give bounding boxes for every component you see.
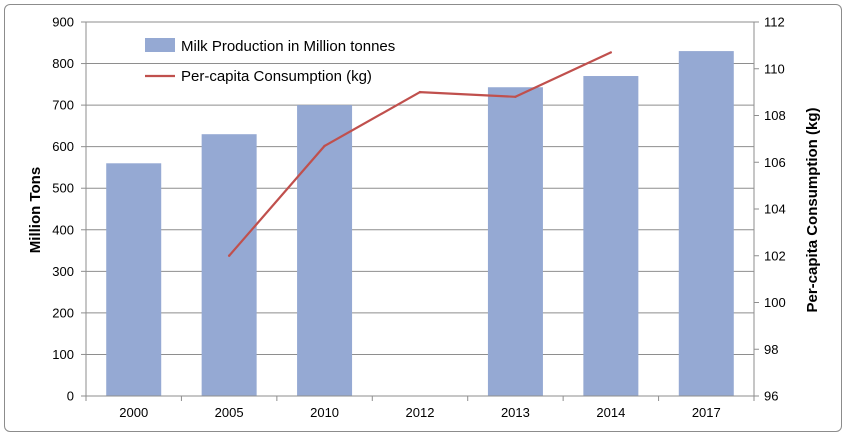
legend-label-production: Milk Production in Million tonnes [181, 38, 395, 55]
y-tick-label-right: 112 [764, 15, 785, 30]
x-tick-label: 2014 [596, 405, 625, 420]
y-tick-label-left: 200 [52, 305, 74, 320]
legend-label-consumption: Per-capita Consumption (kg) [181, 68, 372, 85]
consumption-point-2013 [514, 95, 517, 99]
y-tick-label-left: 500 [52, 181, 74, 196]
consumption-point-2005 [227, 254, 231, 257]
x-tick-label: 2012 [406, 405, 435, 420]
gridlines [86, 21, 754, 355]
consumption-point-2010 [323, 144, 326, 148]
consumption-line-layer [227, 51, 613, 257]
y-tick-label-right: 106 [764, 155, 786, 170]
y-tick-label-left: 300 [52, 264, 74, 279]
tick-labels: 0 100 200 300 400 500 600 700 800 900 96 98 100 102 10… [52, 15, 785, 421]
y-tick-label-left: 100 [52, 347, 74, 362]
y-tick-label-left: 400 [52, 222, 74, 237]
legend-swatch-production [145, 38, 175, 52]
y-tick-label-left: 900 [52, 15, 74, 30]
y-tick-label-left: 800 [52, 56, 74, 71]
axes [81, 21, 759, 401]
x-tick-label: 2013 [501, 405, 530, 420]
x-tick-label: 2000 [119, 405, 148, 420]
y-axis-title-left: Million Tons [27, 167, 44, 253]
bar-2000 [106, 163, 162, 396]
y-tick-label-left: 700 [52, 98, 74, 113]
y-tick-label-left: 600 [52, 139, 74, 154]
y-tick-label-right: 96 [764, 389, 778, 404]
bar-2013 [487, 87, 543, 397]
consumption-point-2012 [418, 90, 422, 94]
y-tick-label-right: 110 [764, 61, 785, 76]
legend: Milk Production in Million tonnes Per-ca… [145, 38, 395, 85]
y-tick-label-right: 98 [764, 342, 778, 357]
bar-2010 [297, 105, 353, 396]
y-tick-label-right: 100 [764, 295, 786, 310]
bar-2005 [201, 134, 257, 396]
y-tick-label-right: 102 [764, 248, 786, 263]
x-tick-label: 2005 [215, 405, 244, 420]
y-axis-title-right: Per-capita Consumption (kg) [804, 107, 821, 312]
x-tick-label: 2017 [692, 405, 721, 420]
y-tick-label-right: 104 [764, 202, 786, 217]
bar-2017 [678, 51, 734, 396]
y-tick-label-left: 0 [67, 389, 74, 404]
y-tick-label-right: 108 [764, 108, 786, 123]
x-tick-label: 2010 [310, 405, 339, 420]
bar-2014 [583, 76, 639, 397]
bars [106, 51, 734, 397]
consumption-point-2014 [609, 51, 613, 54]
